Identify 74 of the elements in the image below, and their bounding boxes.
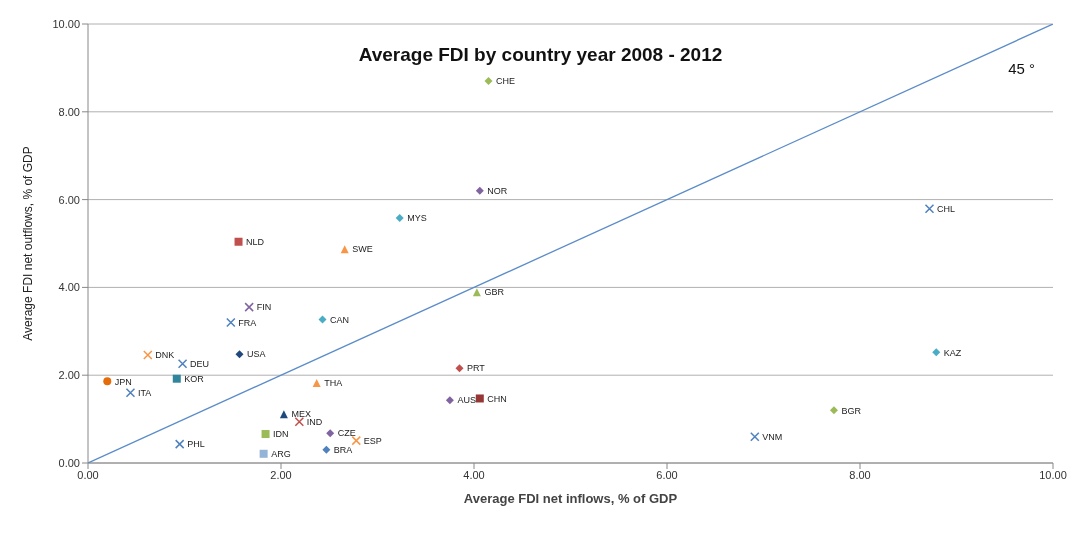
- point: [472, 288, 481, 297]
- y-tick-label: 8.00: [58, 105, 80, 118]
- series-label: FIN: [256, 302, 272, 313]
- point: [326, 429, 335, 438]
- point: [172, 374, 181, 383]
- text: Average FDI by country year 2008 - 2012: [358, 44, 723, 65]
- point: [351, 435, 362, 446]
- x-axis-title: Average FDI net inflows, % of GDP: [463, 491, 678, 506]
- point: [322, 445, 331, 454]
- series-label: KOR: [184, 373, 205, 384]
- x-tick-label: 2.00: [270, 468, 292, 481]
- point: [455, 364, 464, 373]
- series-label: PHL: [187, 439, 205, 450]
- series-label: SWE: [352, 244, 373, 255]
- series-label: ARG: [271, 448, 291, 459]
- point: [235, 350, 244, 359]
- series-label: MYS: [407, 213, 427, 224]
- series-label: ESP: [363, 435, 382, 446]
- series-label: VNM: [762, 431, 783, 442]
- series-label: BRA: [333, 445, 353, 456]
- y-tick-label: 6.00: [58, 193, 80, 206]
- series-label: FRA: [238, 317, 257, 328]
- point: [244, 302, 254, 312]
- series-label: PRT: [467, 363, 486, 374]
- series-label: AUS: [457, 395, 476, 406]
- x-tick-label: 8.00: [849, 468, 871, 481]
- x-tick-label: 10.00: [1039, 468, 1067, 481]
- series-label: JPN: [114, 376, 132, 387]
- y-tick-label: 10.00: [52, 17, 80, 30]
- x-tick-label: 4.00: [463, 468, 485, 481]
- point: [750, 431, 760, 442]
- series-label: USA: [247, 349, 266, 360]
- series-label: CAN: [330, 314, 350, 325]
- point: [475, 186, 484, 195]
- point: [318, 315, 327, 324]
- point: [294, 416, 305, 427]
- x-tick-label: 0.00: [77, 468, 99, 481]
- series-label: ITA: [137, 387, 152, 398]
- series-label: CHN: [487, 393, 507, 404]
- point: [395, 214, 404, 223]
- y-tick-label: 4.00: [58, 281, 80, 294]
- y-tick-label: 0.00: [58, 456, 80, 469]
- point: [177, 359, 188, 369]
- y-tick-label: 2.00: [58, 369, 80, 382]
- series-label: CHE: [495, 76, 515, 87]
- series-label: DNK: [155, 350, 175, 361]
- series-label: BGR: [841, 405, 862, 416]
- series-label: NLD: [246, 236, 265, 247]
- series-label: CZE: [337, 428, 356, 439]
- point: [475, 394, 484, 403]
- y-axis-title: Average FDI net outflows, % of GDP: [21, 146, 36, 341]
- point: [143, 350, 153, 360]
- annotation: 45 °: [1008, 60, 1035, 77]
- point: [226, 317, 236, 328]
- point: [924, 204, 935, 214]
- point: [174, 439, 185, 449]
- point: [125, 388, 136, 398]
- point: [261, 430, 270, 439]
- point: [829, 406, 838, 415]
- series-label: IDN: [273, 429, 289, 440]
- point: [484, 77, 493, 86]
- series-label: DEU: [190, 358, 210, 369]
- point: [279, 410, 288, 419]
- point: [445, 396, 454, 405]
- series-label: GBR: [484, 287, 505, 298]
- series-label: NOR: [487, 186, 508, 197]
- series-label: CHL: [936, 204, 956, 215]
- series-label: KAZ: [943, 347, 962, 358]
- point: [259, 449, 268, 458]
- point: [103, 377, 112, 386]
- series-label: THA: [324, 378, 343, 389]
- point: [234, 237, 243, 246]
- point: [932, 348, 941, 357]
- x-tick-label: 6.00: [656, 468, 678, 481]
